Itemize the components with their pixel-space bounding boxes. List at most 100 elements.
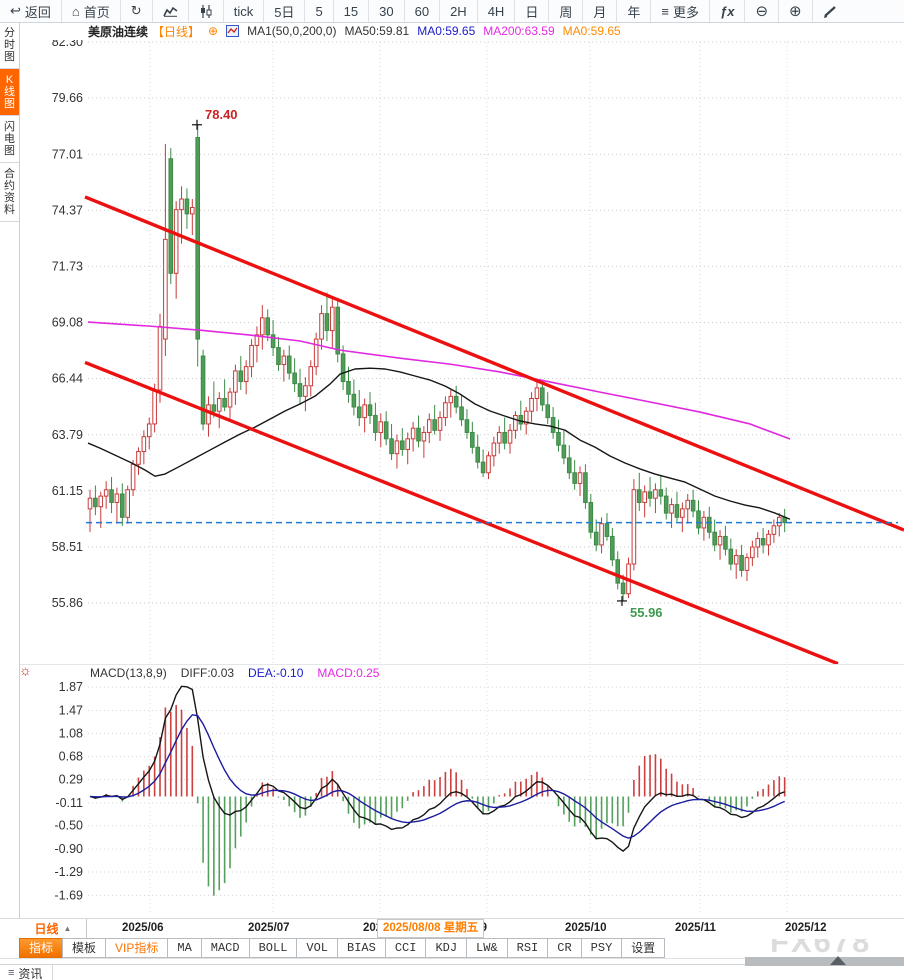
svg-text:-0.11: -0.11 bbox=[55, 796, 83, 810]
period-tag: 【日线】 bbox=[152, 24, 201, 39]
ma200-value: MA200:63.59 bbox=[483, 24, 555, 38]
macd-bar-value: MACD:0.25 bbox=[317, 666, 380, 680]
tab-kdj[interactable]: KDJ bbox=[425, 938, 468, 958]
more-button[interactable]: ≡ 更多 bbox=[651, 0, 710, 22]
sidebar-item-lightning[interactable]: 闪电图 bbox=[0, 116, 19, 163]
date-axis-label: 2025/06 bbox=[122, 922, 164, 934]
svg-text:74.37: 74.37 bbox=[52, 203, 83, 217]
period-30min-button[interactable]: 30 bbox=[369, 0, 405, 22]
sidebar-item-timeshare[interactable]: 分时图 bbox=[0, 22, 19, 69]
list-icon: ≡ bbox=[8, 967, 15, 979]
home-button[interactable]: ⌂ 首页 bbox=[62, 0, 121, 22]
period-month-button[interactable]: 月 bbox=[583, 0, 618, 22]
back-button[interactable]: ↩ 返回 bbox=[0, 0, 62, 22]
indicator-settings-icon[interactable]: ☼ bbox=[19, 662, 32, 678]
svg-text:-0.50: -0.50 bbox=[55, 819, 84, 833]
price-chart-canvas[interactable]: 82.30 79.66 77.01 74.37 71.73 69.08 66.44 63.79… bbox=[20, 40, 904, 665]
macd-dea-value: DEA:-0.10 bbox=[248, 666, 304, 680]
refresh-icon: ↻ bbox=[130, 3, 142, 18]
svg-text:69.08: 69.08 bbox=[52, 316, 83, 330]
svg-text:55.96: 55.96 bbox=[630, 605, 663, 620]
svg-text:79.66: 79.66 bbox=[52, 91, 83, 105]
news-row: ≡ 资讯 bbox=[0, 964, 904, 980]
date-axis-label: 2025/11 bbox=[675, 922, 716, 934]
svg-text:1.47: 1.47 bbox=[59, 704, 83, 718]
period-5day-button[interactable]: 5日 bbox=[264, 0, 306, 22]
tab-vol[interactable]: VOL bbox=[296, 938, 339, 958]
svg-text:58.51: 58.51 bbox=[52, 540, 83, 554]
tab-ma[interactable]: MA bbox=[167, 938, 202, 958]
mini-chart-icon bbox=[226, 25, 240, 37]
zoom-out-button[interactable]: ⊖ bbox=[745, 0, 780, 22]
xaxis-row: 日线 ▲ 2025/062025/07202/092025/102025/112… bbox=[0, 918, 904, 939]
sidebar-item-kline[interactable]: K线图 bbox=[0, 69, 19, 116]
top-toolbar: ↩ 返回 ⌂ 首页 ↻ tick 5日 5 15 30 60 2H 4H 日 周 月… bbox=[0, 0, 904, 23]
date-axis-label: 2025/12 bbox=[785, 922, 827, 934]
tab-indicator[interactable]: 指标 bbox=[19, 938, 64, 958]
svg-text:82.30: 82.30 bbox=[52, 40, 83, 49]
period-year-button[interactable]: 年 bbox=[617, 0, 652, 22]
svg-text:66.44: 66.44 bbox=[52, 372, 83, 386]
tab-rsi[interactable]: RSI bbox=[506, 938, 549, 958]
candle-chart-mode-button[interactable] bbox=[189, 0, 224, 22]
svg-text:0.29: 0.29 bbox=[59, 773, 83, 787]
period-week-button[interactable]: 周 bbox=[549, 0, 584, 22]
ma-setting-label: MA1(50,0,200,0) bbox=[247, 24, 337, 38]
back-arrow-icon: ↩ bbox=[10, 3, 21, 18]
chevron-up-icon: ▲ bbox=[63, 924, 72, 933]
chart-title-bar: 美原油连续 【日线】 ⊕ MA1(50,0,200,0) MA50:59.81 … bbox=[88, 22, 621, 40]
macd-chart-canvas[interactable]: 1.87 1.47 1.08 0.68 0.29 -0.11 -0.50 -0.90 -1.29… bbox=[20, 665, 904, 918]
hamburger-icon: ≡ bbox=[661, 3, 669, 19]
macd-header: MACD(13,8,9) DIFF:0.03 DEA:-0.10 MACD:0.… bbox=[90, 666, 379, 680]
ma50-value: MA50:59.81 bbox=[344, 24, 410, 38]
tab-bias[interactable]: BIAS bbox=[337, 938, 386, 958]
macd-diff-value: DIFF:0.03 bbox=[180, 666, 235, 680]
panel-scrollbar[interactable] bbox=[745, 956, 904, 966]
svg-text:1.08: 1.08 bbox=[59, 726, 83, 740]
svg-text:63.79: 63.79 bbox=[52, 428, 83, 442]
period-60min-button[interactable]: 60 bbox=[405, 0, 441, 22]
svg-text:-1.29: -1.29 bbox=[55, 865, 84, 879]
indicator-tabs-row: 指标 模板 VIP指标 MA MACD BOLL VOL BIAS CCI KD… bbox=[19, 938, 666, 958]
tab-lw[interactable]: LW& bbox=[466, 938, 508, 958]
add-compare-icon[interactable]: ⊕ bbox=[208, 24, 219, 38]
svg-text:-0.90: -0.90 bbox=[55, 842, 84, 856]
ma0-orange-value: MA0:59.65 bbox=[562, 24, 621, 38]
tab-psy[interactable]: PSY bbox=[580, 938, 623, 958]
period-tick-button[interactable]: tick bbox=[224, 0, 265, 22]
period-4h-button[interactable]: 4H bbox=[478, 0, 516, 22]
indicator-fx-button[interactable]: ƒx bbox=[710, 0, 746, 22]
home-icon: ⌂ bbox=[71, 3, 80, 19]
tab-boll[interactable]: BOLL bbox=[248, 938, 298, 958]
refresh-button[interactable]: ↻ bbox=[121, 0, 153, 22]
svg-text:61.15: 61.15 bbox=[52, 484, 83, 498]
macd-params-label: MACD(13,8,9) bbox=[90, 666, 167, 680]
zoom-in-button[interactable]: ⊕ bbox=[779, 0, 813, 22]
tab-cr[interactable]: CR bbox=[547, 938, 582, 958]
tab-vip-indicator[interactable]: VIP指标 bbox=[105, 938, 169, 958]
pencil-icon bbox=[823, 5, 836, 18]
period-15min-button[interactable]: 15 bbox=[334, 0, 370, 22]
divider-line bbox=[0, 958, 904, 959]
tab-template[interactable]: 模板 bbox=[62, 938, 107, 958]
svg-text:78.40: 78.40 bbox=[205, 107, 238, 122]
candlestick-icon bbox=[200, 4, 212, 18]
draw-tool-button[interactable] bbox=[813, 0, 847, 22]
ma0-blue-value: MA0:59.65 bbox=[417, 24, 476, 38]
tab-news[interactable]: ≡ 资讯 bbox=[0, 965, 54, 980]
tab-macd[interactable]: MACD bbox=[200, 938, 250, 958]
crosshair-date-tooltip: 2025/08/08 星期五 bbox=[377, 919, 485, 938]
left-sidebar: 分时图 K线图 闪电图 合约资料 bbox=[0, 22, 20, 958]
tab-cci[interactable]: CCI bbox=[384, 938, 427, 958]
symbol-name: 美原油连续 bbox=[88, 24, 149, 39]
period-5min-button[interactable]: 5 bbox=[305, 0, 334, 22]
period-2h-button[interactable]: 2H bbox=[440, 0, 478, 22]
line-chart-mode-button[interactable] bbox=[153, 0, 189, 22]
sidebar-item-contract-info[interactable]: 合约资料 bbox=[0, 163, 19, 222]
period-day-button[interactable]: 日 bbox=[515, 0, 550, 22]
date-axis-label: 2025/10 bbox=[565, 922, 607, 934]
period-selector[interactable]: 日线 ▲ bbox=[20, 919, 87, 939]
svg-text:71.73: 71.73 bbox=[52, 259, 83, 273]
tab-settings[interactable]: 设置 bbox=[621, 938, 666, 958]
